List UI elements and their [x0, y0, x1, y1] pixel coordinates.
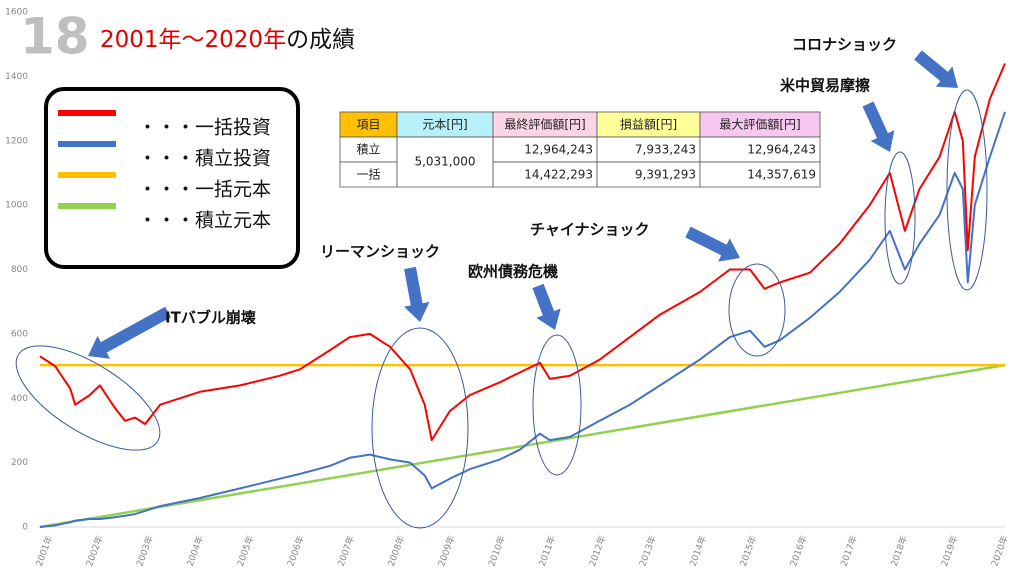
- x-tick-label: 2011年: [536, 534, 558, 568]
- x-tick-label: 2016年: [787, 534, 809, 568]
- annotation: 欧州債務危機: [468, 263, 558, 281]
- highlight-ellipse: [884, 151, 916, 285]
- table-cell: [396, 136, 494, 188]
- series-line: [39, 63, 1006, 442]
- x-tick-label: 2013年: [636, 534, 658, 568]
- x-tick-label: 2005年: [234, 534, 256, 568]
- table-cell: [699, 136, 821, 163]
- x-tick-label: 2004年: [184, 534, 206, 568]
- table-header: 最大評価額[円]: [719, 117, 800, 132]
- x-tick-label: 2003年: [134, 534, 156, 568]
- annotation: 米中貿易摩擦: [780, 77, 870, 95]
- arrow: [914, 50, 958, 88]
- x-tick-label: 2012年: [586, 534, 608, 568]
- legend-label: ・・・一括投資: [138, 117, 271, 139]
- table-value: 12,964,243: [524, 143, 593, 157]
- annotation: チャイナショック: [530, 221, 650, 239]
- legend-label: ・・・積立元本: [138, 210, 271, 232]
- annotation: コロナショック: [792, 36, 897, 54]
- table-header: 項目: [356, 118, 380, 132]
- annotation: リーマンショック: [320, 243, 440, 261]
- y-tick-label: 600: [11, 329, 28, 339]
- y-tick-label: 400: [11, 394, 28, 404]
- table-cell: [596, 136, 701, 163]
- x-tick-label: 2007年: [335, 534, 357, 568]
- arrow: [862, 101, 895, 152]
- highlight-ellipse: [15, 345, 161, 451]
- table-value: 12,964,243: [747, 143, 816, 157]
- highlight-ellipse: [946, 89, 988, 291]
- y-tick-label: 200: [11, 458, 28, 468]
- series-line: [39, 111, 1006, 528]
- slide-number: 18: [20, 8, 90, 66]
- x-tick-label: 2017年: [838, 534, 860, 568]
- table-value: 14,422,293: [524, 168, 593, 182]
- table-header-cell: [596, 111, 701, 138]
- x-tick-label: 2015年: [737, 534, 759, 568]
- arrow: [88, 306, 171, 359]
- x-tick-label: 2001年: [33, 534, 55, 568]
- legend-label: ・・・一括元本: [138, 179, 271, 201]
- table-row-label: 一括: [356, 167, 380, 182]
- highlight-ellipse: [728, 263, 786, 357]
- table-header-cell: [492, 111, 598, 138]
- arrow: [403, 266, 430, 322]
- x-tick-label: 2010年: [486, 534, 508, 568]
- highlight-ellipse: [532, 334, 582, 476]
- y-tick-label: 1600: [5, 8, 28, 18]
- x-tick-label: 2020年: [988, 534, 1010, 568]
- x-tick-label: 2018年: [888, 534, 910, 568]
- table-header-cell: [339, 111, 398, 138]
- table-header: 損益額[円]: [620, 117, 677, 132]
- table-value: 7,933,243: [635, 143, 696, 157]
- x-tick-label: 2006年: [284, 534, 306, 568]
- table-cell: [699, 161, 821, 188]
- arrow: [685, 226, 740, 262]
- title-highlight: 2001年～2020年: [100, 27, 286, 53]
- annotation: ITバブル崩壊: [165, 309, 256, 327]
- table-cell: [596, 161, 701, 188]
- title-rest: の成績: [286, 27, 355, 53]
- y-tick-label: 1400: [5, 72, 28, 82]
- y-tick-label: 0: [22, 523, 28, 533]
- table-principal: 5,031,000: [414, 155, 475, 169]
- highlight-ellipse: [371, 327, 469, 529]
- x-tick-label: 2008年: [385, 534, 407, 568]
- y-tick-label: 1000: [5, 201, 28, 211]
- x-tick-label: 2009年: [435, 534, 457, 568]
- table-value: 9,391,293: [635, 168, 696, 182]
- legend-label: ・・・積立投資: [138, 148, 271, 170]
- arrow: [532, 283, 561, 330]
- series-line: [39, 363, 1006, 529]
- x-tick-label: 2014年: [687, 534, 709, 568]
- x-tick-label: 2002年: [83, 534, 105, 568]
- table-header: 最終評価額[円]: [504, 117, 585, 132]
- table-header: 元本[円]: [422, 118, 467, 132]
- table-cell: [492, 161, 598, 188]
- table-row-label: 積立: [356, 142, 380, 157]
- y-tick-label: 800: [11, 265, 28, 275]
- chart-title: 2001年～2020年の成績: [100, 27, 355, 53]
- y-tick-label: 1200: [5, 136, 28, 146]
- legend-box: [44, 87, 300, 269]
- table-value: 14,357,619: [747, 168, 816, 182]
- x-tick-label: 2019年: [938, 534, 960, 568]
